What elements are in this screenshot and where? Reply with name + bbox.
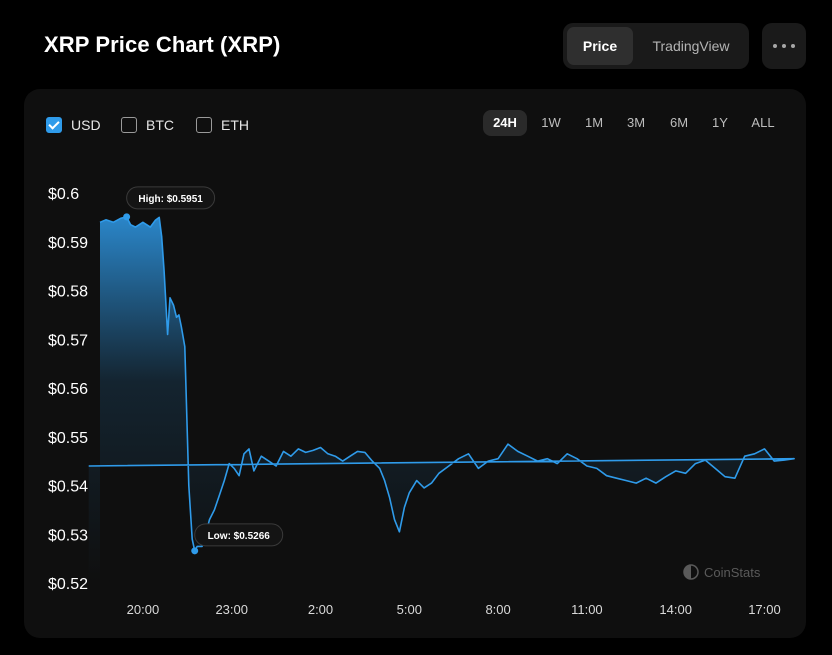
y-axis: $0.6 $0.59 $0.58 $0.57 $0.56 $0.55 $0.54 $0.53 $… bbox=[48, 186, 88, 593]
btc-toggle[interactable]: BTC bbox=[121, 116, 174, 134]
y-tick-label: $0.52 bbox=[48, 576, 88, 593]
y-tick-label: $0.54 bbox=[48, 479, 88, 496]
range-1w-button[interactable]: 1W bbox=[541, 115, 561, 130]
price-line bbox=[88, 216, 795, 552]
y-tick-label: $0.57 bbox=[48, 332, 88, 349]
more-dots-icon bbox=[773, 44, 795, 48]
more-options-button[interactable] bbox=[762, 23, 806, 69]
x-tick-label: 17:00 bbox=[748, 602, 781, 617]
usd-checkbox-icon[interactable] bbox=[46, 117, 62, 133]
y-tick-label: $0.53 bbox=[48, 527, 88, 544]
price-view-button[interactable]: Price bbox=[567, 27, 633, 65]
x-axis: 20:00 23:00 2:00 5:00 8:00 11:00 14:00 17:00 bbox=[127, 602, 781, 617]
watermark: CoinStats bbox=[683, 564, 761, 580]
price-area-fill bbox=[88, 216, 795, 583]
annotation-label: Low: $0.5266 bbox=[208, 531, 271, 542]
chart-panel: USD BTC ETH 24H 1W 1M 3M 6M 1Y ALL $0.6 $… bbox=[24, 89, 806, 638]
annotation-marker bbox=[123, 213, 131, 221]
low-annotation: Low: $0.5266 bbox=[191, 523, 284, 555]
x-tick-label: 20:00 bbox=[127, 602, 160, 617]
high-annotation: High: $0.5951 bbox=[123, 186, 216, 221]
view-toggle: Price TradingView bbox=[563, 23, 749, 69]
x-tick-label: 5:00 bbox=[397, 602, 422, 617]
y-tick-label: $0.58 bbox=[48, 284, 88, 301]
page-title: XRP Price Chart (XRP) bbox=[44, 32, 281, 57]
x-tick-label: 2:00 bbox=[308, 602, 333, 617]
usd-label: USD bbox=[71, 117, 101, 133]
range-6m-button[interactable]: 6M bbox=[669, 115, 689, 130]
eth-checkbox-icon[interactable] bbox=[196, 117, 212, 133]
y-tick-label: $0.55 bbox=[48, 430, 88, 447]
price-chart[interactable]: $0.6 $0.59 $0.58 $0.57 $0.56 $0.55 $0.54 $0.53 $… bbox=[24, 89, 806, 638]
annotation-bubble bbox=[194, 523, 284, 547]
annotation-bubble bbox=[126, 186, 216, 210]
eth-label: ETH bbox=[221, 117, 249, 133]
y-tick-label: $0.59 bbox=[48, 235, 88, 252]
btc-checkbox-icon[interactable] bbox=[121, 117, 137, 133]
range-all-button[interactable]: ALL bbox=[751, 115, 775, 130]
annotation-marker bbox=[191, 547, 199, 555]
y-tick-label: $0.6 bbox=[48, 186, 79, 203]
tradingview-button[interactable]: TradingView bbox=[652, 38, 730, 54]
x-tick-label: 11:00 bbox=[571, 602, 603, 617]
x-tick-label: 8:00 bbox=[485, 602, 510, 617]
usd-toggle[interactable]: USD bbox=[46, 116, 101, 134]
coinstats-logo-icon bbox=[683, 564, 699, 580]
range-24h-button[interactable]: 24H bbox=[483, 110, 527, 136]
range-1y-button[interactable]: 1Y bbox=[712, 115, 728, 130]
x-tick-label: 23:00 bbox=[215, 602, 248, 617]
y-tick-label: $0.56 bbox=[48, 381, 88, 398]
eth-toggle[interactable]: ETH bbox=[196, 116, 249, 134]
range-1m-button[interactable]: 1M bbox=[584, 115, 604, 130]
range-3m-button[interactable]: 3M bbox=[626, 115, 646, 130]
btc-label: BTC bbox=[146, 117, 174, 133]
x-tick-label: 14:00 bbox=[659, 602, 692, 617]
watermark-text: CoinStats bbox=[704, 565, 761, 580]
annotations: High: $0.5951 Low: $0.5266 bbox=[123, 186, 284, 555]
annotation-label: High: $0.5951 bbox=[138, 194, 203, 205]
